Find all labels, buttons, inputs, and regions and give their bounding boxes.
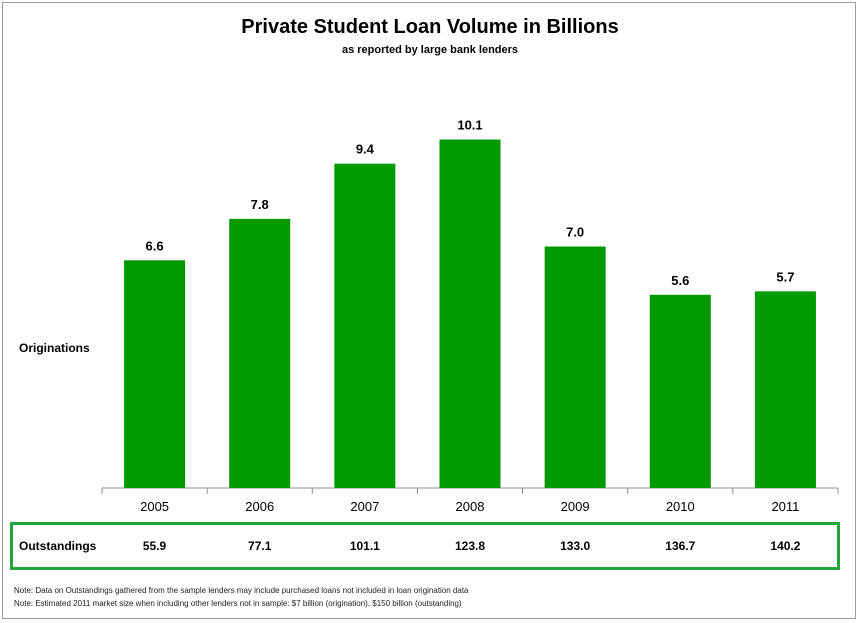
x-tick-label-2011: 2011 (771, 499, 799, 514)
bar-2009 (544, 246, 606, 488)
bar-2005 (124, 260, 186, 488)
data-label-2010: 5.6 (671, 273, 689, 288)
outstanding-value-2005: 55.9 (142, 539, 167, 553)
outstandings-box (10, 522, 840, 570)
x-tick-label-2010: 2010 (666, 499, 695, 514)
bar-2008 (439, 139, 501, 489)
note-line-2: Note: Estimated 2011 market size when in… (14, 599, 462, 608)
x-tick-label-2005: 2005 (140, 499, 169, 514)
note-line-1: Note: Data on Outstandings gathered from… (14, 586, 469, 595)
outstanding-value-2011: 140.2 (770, 539, 801, 553)
x-tick-label-2007: 2007 (350, 499, 379, 514)
chart-title: Private Student Loan Volume in Billions (241, 16, 619, 38)
x-tick-label-2008: 2008 (456, 499, 485, 514)
bar-2007 (334, 163, 396, 488)
data-label-2006: 7.8 (251, 197, 269, 212)
x-tick-label-2009: 2009 (561, 499, 590, 514)
outstanding-value-2007: 101.1 (349, 539, 380, 553)
data-label-2008: 10.1 (457, 118, 482, 133)
chart-subtitle: as reported by large bank lenders (341, 44, 519, 56)
outstandings-label: Outstandings (19, 539, 97, 553)
bar-2011 (754, 291, 816, 488)
data-label-2007: 9.4 (356, 142, 375, 157)
outstanding-value-2010: 136.7 (665, 539, 696, 553)
outstanding-value-2009: 133.0 (560, 539, 591, 553)
data-label-2011: 5.7 (776, 269, 794, 284)
bar-2010 (649, 294, 711, 488)
outstanding-value-2006: 77.1 (248, 539, 272, 553)
data-label-2005: 6.6 (146, 238, 164, 253)
x-tick-label-2006: 2006 (245, 499, 274, 514)
data-label-2009: 7.0 (566, 225, 584, 240)
outstanding-value-2008: 123.8 (454, 539, 486, 553)
bar-2006 (229, 218, 291, 488)
originations-label: Originations (19, 341, 90, 355)
